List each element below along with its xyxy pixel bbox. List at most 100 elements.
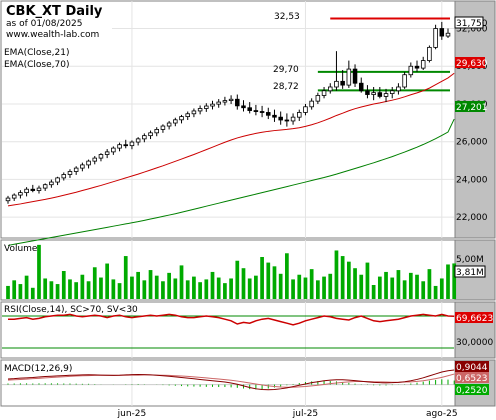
candle-body	[129, 141, 135, 147]
macd-hist-tag-box	[455, 384, 489, 395]
level-label-low: 28,72	[273, 82, 299, 92]
x-axis-tick-labels: jun-25 jul-25 ago-25	[117, 409, 458, 419]
candle-body	[340, 80, 345, 86]
volume-bar	[86, 281, 91, 299]
candle-body	[5, 197, 11, 202]
price-y-tick-label: 26,000	[456, 138, 488, 148]
volume-bar	[111, 279, 116, 299]
volume-bar	[18, 284, 23, 299]
volume-bar	[260, 257, 264, 299]
candle-body	[216, 101, 221, 105]
candle-body	[278, 116, 283, 121]
candle-body	[148, 132, 153, 137]
rsi-line	[2, 313, 455, 349]
rsi-title: RSI(Close,14), SC>70, SV<30	[4, 305, 138, 315]
volume-bar	[291, 279, 295, 299]
x-tick-label: jul-25	[292, 409, 318, 419]
volume-bar	[154, 275, 159, 299]
macd-signal-tag: 0,6523	[456, 374, 488, 384]
level-label-mid: 29,70	[273, 65, 299, 75]
volume-bar	[334, 250, 339, 299]
volume-bar	[92, 267, 97, 299]
candle-body	[61, 174, 67, 179]
rsi-series-line	[8, 313, 455, 326]
candle-body	[222, 100, 228, 103]
ema21-line	[7, 72, 455, 207]
volume-bar	[235, 260, 240, 299]
candle-body	[247, 107, 252, 111]
candle-body	[142, 135, 147, 140]
volume-bar	[254, 275, 258, 299]
volume-bar	[24, 275, 29, 299]
candle-body	[396, 86, 401, 92]
volume-tag-box	[454, 265, 486, 278]
ema21-tag: 29,630	[456, 59, 488, 69]
volume-bar	[30, 287, 35, 299]
candle-body	[228, 98, 234, 101]
volume-bar	[142, 280, 147, 299]
volume-bar	[340, 256, 345, 299]
legend-ema70: EMA(Close,70)	[4, 60, 69, 70]
volume-bar	[204, 279, 209, 299]
candle-body	[67, 171, 73, 175]
macd-hist-tag: 0,2520	[456, 386, 488, 396]
volume-bar	[297, 274, 302, 299]
candle-body	[117, 144, 122, 149]
support-resistance-levels	[317, 17, 450, 92]
volume-bar	[68, 279, 72, 299]
chart-title: CBK_XT Daily	[6, 4, 103, 19]
candle-body	[334, 80, 339, 88]
volume-bar	[365, 262, 370, 299]
candle-body	[154, 129, 159, 134]
volume-tag: 3,81M	[456, 268, 484, 278]
x-tick-label: ago-25	[426, 409, 458, 419]
candle-body	[18, 192, 23, 196]
candle-body	[427, 46, 432, 61]
candle-body	[173, 119, 178, 124]
candle-body	[297, 112, 302, 118]
volume-bar	[452, 263, 457, 299]
volume-bar	[303, 277, 308, 299]
volume-bar	[74, 282, 79, 299]
volume-bar	[285, 253, 289, 299]
macd-tag-box	[455, 361, 489, 372]
x-tick-label: jun-25	[117, 409, 147, 419]
volume-bar	[49, 281, 54, 299]
candle-body	[315, 95, 321, 102]
macd-main-line	[7, 369, 455, 391]
candle-body	[24, 188, 29, 194]
volume-bar	[272, 266, 277, 299]
volume-bar	[316, 280, 320, 299]
candle-body	[179, 116, 184, 121]
volume-bar	[123, 256, 128, 299]
volume-bar	[216, 277, 221, 299]
volume-bar	[390, 277, 395, 299]
candle-body	[259, 111, 265, 113]
volume-bar	[278, 273, 283, 299]
candle-body	[420, 60, 426, 69]
volume-axis-label: 5,00M	[456, 255, 484, 265]
volume-bar	[43, 278, 48, 299]
candle-body	[346, 68, 352, 86]
macd-lines	[2, 369, 455, 391]
candle-body	[266, 112, 271, 116]
volume-bar	[427, 269, 432, 299]
volume-bar	[55, 284, 60, 299]
macd-signal-line	[7, 373, 455, 388]
price-y-tick-label: 24,000	[456, 175, 488, 185]
candle-body	[166, 122, 172, 127]
volume-bar	[12, 280, 17, 299]
volume-bar	[167, 272, 171, 299]
volume-bar	[136, 271, 140, 299]
volume-bar	[402, 280, 407, 299]
candle-body	[86, 160, 91, 166]
volume-bar	[346, 261, 351, 299]
candle-body	[241, 105, 246, 109]
volume-bar	[173, 278, 178, 299]
volume-bar	[6, 285, 10, 299]
volume-bar	[130, 276, 134, 299]
ema70-line	[7, 118, 455, 246]
candle-body	[135, 138, 141, 143]
volume-bar	[179, 265, 184, 299]
